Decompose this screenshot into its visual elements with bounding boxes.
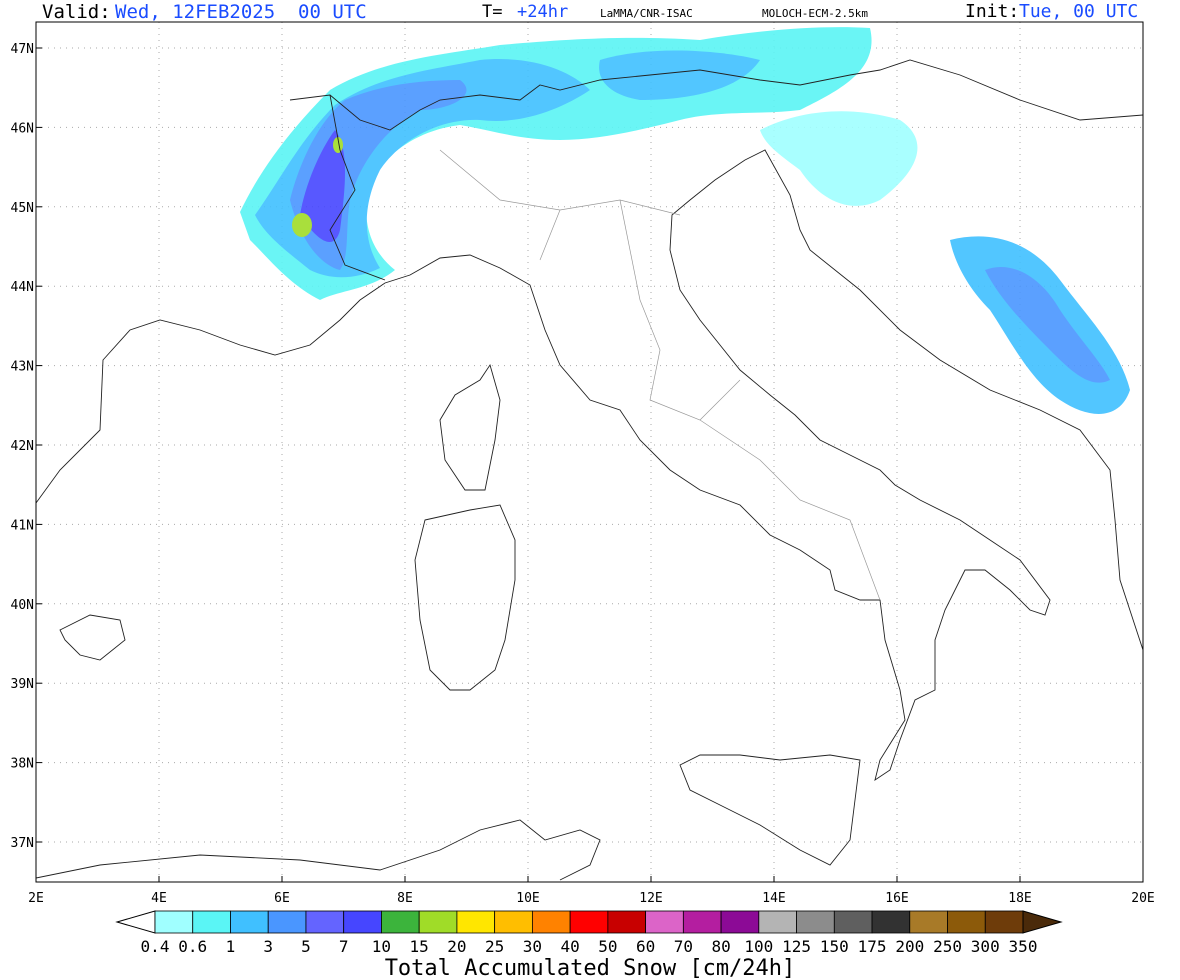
color-box [418, 910, 458, 934]
colorbar: 0.4 0.6 1 3 5 7 10 15 20 25 30 40 50 60 70 80 100 125 150 1… [115, 910, 1063, 956]
grid [35, 22, 1144, 882]
lat-label: 43N [11, 360, 34, 375]
color-box [645, 910, 684, 934]
color-box [720, 910, 760, 934]
color-box [267, 910, 307, 934]
lon-label: 8E [397, 891, 413, 906]
init-label: Init: [965, 1, 1019, 22]
level-label: 10 [372, 937, 391, 956]
snow-area [300, 130, 345, 242]
under-triangle [115, 910, 156, 934]
lon-label: 20E [1131, 891, 1154, 906]
lon-label: 6E [274, 891, 290, 906]
level-label: 20 [447, 937, 466, 956]
level-label: 175 [858, 937, 887, 956]
color-box [569, 910, 609, 934]
coastline [36, 149, 1143, 782]
level-label: 7 [339, 937, 349, 956]
alpine-border [289, 59, 1143, 281]
lon-label: 12E [639, 891, 662, 906]
level-label: 60 [636, 937, 655, 956]
source: LaMMA/CNR-ISAC [600, 7, 693, 20]
mallorca [59, 614, 126, 661]
map-area [36, 27, 1143, 881]
color-box [984, 910, 1024, 934]
t-value: +24hr [517, 2, 568, 22]
lat-label: 42N [11, 439, 34, 454]
lat-label: 40N [11, 598, 34, 613]
sardinia [414, 504, 516, 691]
color-box [305, 910, 345, 934]
lat-label: 45N [11, 201, 34, 216]
lon-label: 4E [151, 891, 167, 906]
level-label: 80 [711, 937, 730, 956]
level-label: 100 [744, 937, 773, 956]
color-box [871, 910, 911, 934]
lon-label: 2E [28, 891, 44, 906]
color-box [909, 910, 948, 934]
lat-label: 47N [11, 42, 34, 57]
color-box [192, 910, 231, 934]
color-box [154, 910, 194, 934]
level-label: 40 [560, 937, 579, 956]
level-label: 250 [933, 937, 962, 956]
t-label: T= [482, 2, 502, 22]
level-label: 0.6 [178, 937, 207, 956]
model: MOLOCH-ECM-2.5km [762, 7, 868, 20]
valid-label: Valid: [42, 1, 111, 23]
level-label: 150 [820, 937, 849, 956]
corsica [439, 363, 501, 491]
region-borders [439, 149, 881, 601]
level-label: 300 [971, 937, 1000, 956]
map-frame [35, 21, 1144, 883]
color-box [758, 910, 797, 934]
africa-coast [36, 819, 601, 881]
lon-label: 18E [1008, 891, 1031, 906]
lat-label: 41N [11, 518, 34, 533]
level-label: 5 [301, 937, 311, 956]
legend-title: Total Accumulated Snow [cm/24h] [385, 956, 796, 980]
level-label: 25 [485, 937, 504, 956]
color-box [947, 910, 986, 934]
level-label: 1 [226, 937, 236, 956]
init-value: Tue, 00 UTC [1019, 1, 1138, 22]
snow-area [292, 213, 312, 237]
color-box [796, 910, 835, 934]
lat-label: 44N [11, 280, 34, 295]
color-box [531, 910, 571, 934]
lat-label: 38N [11, 757, 34, 772]
level-label: 50 [598, 937, 617, 956]
snow-field [240, 27, 1130, 414]
snow-area [333, 137, 343, 153]
level-label: 15 [410, 937, 429, 956]
level-label: 0.4 [141, 937, 170, 956]
snow-area [760, 111, 918, 206]
color-box [833, 910, 873, 934]
color-box [682, 910, 722, 934]
level-label: 3 [263, 937, 273, 956]
level-label: 200 [895, 937, 924, 956]
over-triangle [1022, 910, 1063, 934]
sicily [679, 754, 861, 866]
color-box [607, 910, 647, 934]
lon-label: 10E [516, 891, 539, 906]
lat-label: 46N [11, 121, 34, 136]
color-box [230, 910, 269, 934]
color-box [494, 910, 533, 934]
color-box [343, 910, 382, 934]
snow-area [985, 266, 1110, 383]
level-label: 125 [782, 937, 811, 956]
color-box [456, 910, 496, 934]
snow-area [599, 50, 760, 100]
valid-value: Wed, 12FEB2025 00 UTC [115, 1, 367, 23]
lat-label: 37N [11, 836, 34, 851]
level-label: 30 [523, 937, 542, 956]
level-label: 350 [1009, 937, 1038, 956]
lat-label: 39N [11, 677, 34, 692]
level-label: 70 [674, 937, 693, 956]
color-box [381, 910, 420, 934]
lon-label: 16E [885, 891, 908, 906]
lon-label: 14E [762, 891, 785, 906]
